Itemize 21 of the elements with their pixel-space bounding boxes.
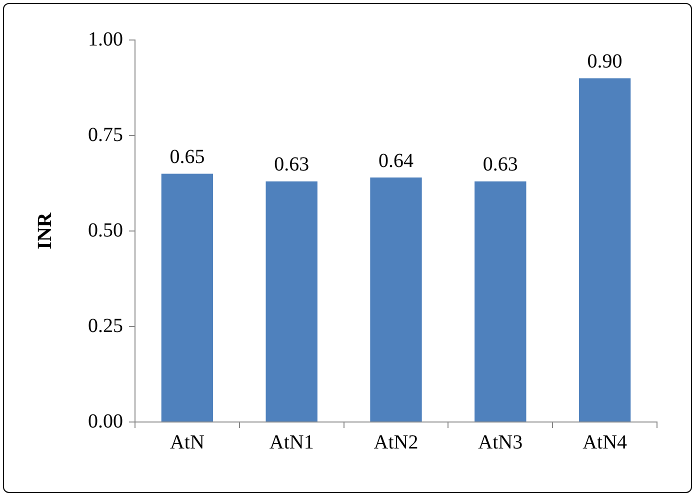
y-tick-label: 0.00 (88, 410, 123, 432)
data-label: 0.90 (587, 50, 622, 72)
y-tick-label: 1.00 (88, 28, 123, 50)
data-label: 0.65 (170, 146, 205, 168)
data-label: 0.63 (482, 154, 518, 176)
y-tick-label: 0.75 (88, 124, 123, 146)
y-axis-title: INR (34, 212, 56, 250)
x-tick-label: AtN1 (269, 431, 314, 454)
x-tick-label: AtN2 (374, 431, 418, 454)
bar (266, 181, 318, 422)
y-tick-label: 0.50 (88, 219, 123, 242)
bar (370, 178, 422, 422)
x-tick-label: AtN (170, 431, 204, 454)
data-label: 0.64 (378, 150, 414, 172)
data-label: 0.63 (274, 154, 310, 176)
bar (161, 174, 214, 422)
bar (578, 78, 631, 422)
x-tick-label: AtN4 (582, 431, 628, 454)
y-tick-label: 0.25 (88, 314, 123, 337)
x-tick-label: AtN3 (478, 431, 523, 454)
bar (474, 181, 526, 422)
